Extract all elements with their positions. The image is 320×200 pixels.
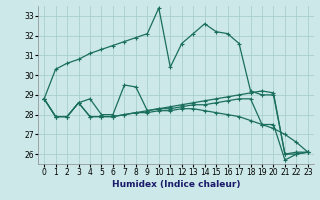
X-axis label: Humidex (Indice chaleur): Humidex (Indice chaleur)	[112, 180, 240, 189]
